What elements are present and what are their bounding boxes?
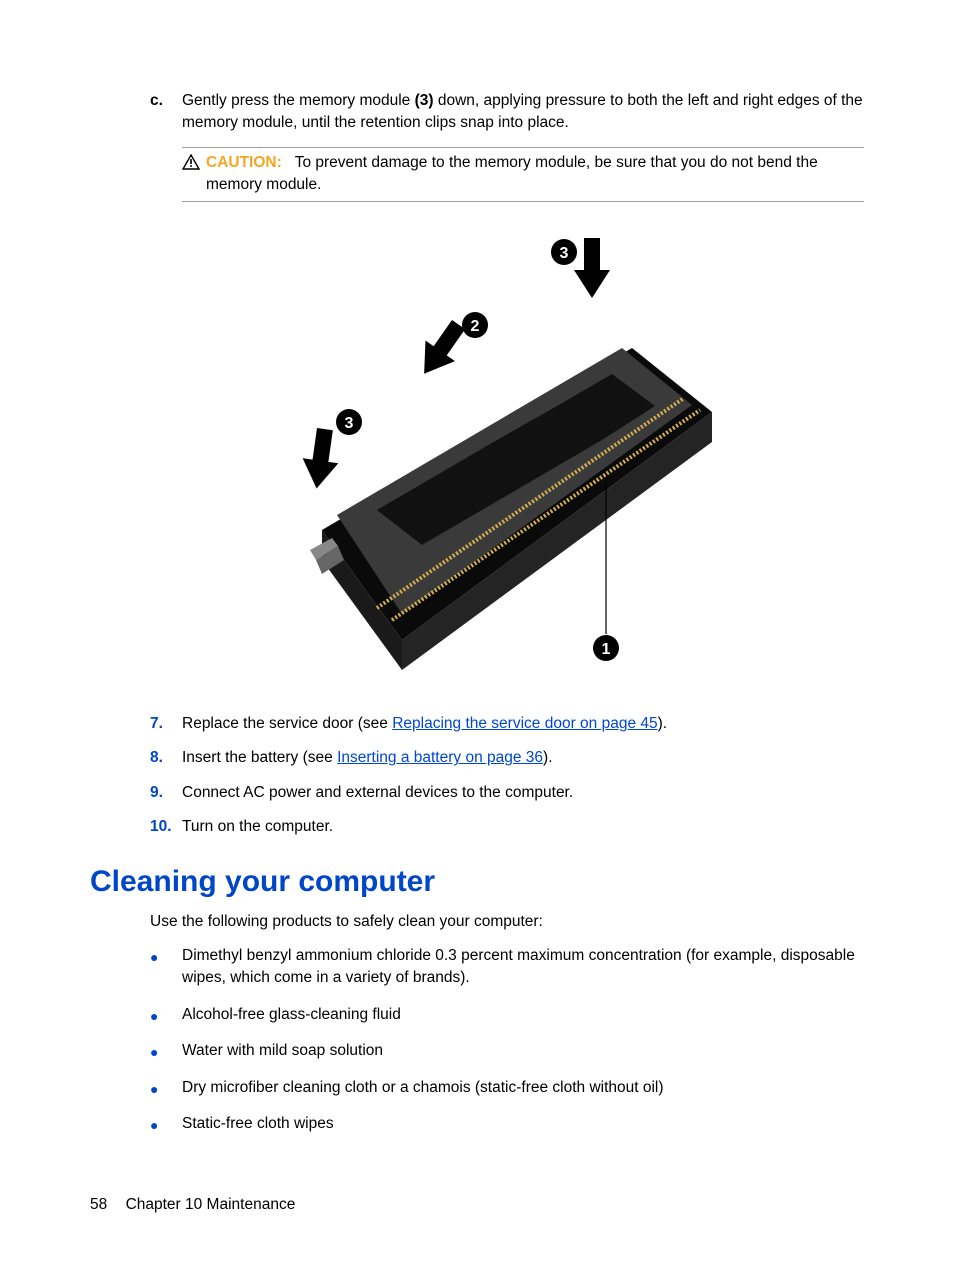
step-text-post: ). — [543, 749, 552, 766]
cross-reference-link[interactable]: Inserting a battery on page 36 — [337, 749, 543, 766]
bullet-marker: ● — [150, 1040, 182, 1062]
page-number: 58 — [90, 1196, 107, 1213]
step-text: Connect AC power and external devices to… — [182, 782, 864, 804]
bullet-item: ●Dry microfiber cleaning cloth or a cham… — [150, 1077, 864, 1099]
bullet-marker: ● — [150, 1113, 182, 1135]
step-row: 10.Turn on the computer. — [150, 816, 864, 838]
step-row: 8.Insert the battery (see Inserting a ba… — [150, 747, 864, 769]
step-text-pre: Turn on the computer. — [182, 818, 333, 835]
caution-text: CAUTION: To prevent damage to the memory… — [206, 152, 864, 197]
bullet-item: ●Dimethyl benzyl ammonium chloride 0.3 p… — [150, 945, 864, 990]
caution-icon — [182, 152, 206, 197]
bullet-list: ●Dimethyl benzyl ammonium chloride 0.3 p… — [150, 945, 864, 1136]
page: c. Gently press the memory module (3) do… — [0, 0, 954, 1270]
bullet-text: Water with mild soap solution — [182, 1040, 383, 1062]
bullet-marker: ● — [150, 1077, 182, 1099]
substep-text: Gently press the memory module (3) down,… — [182, 90, 864, 135]
heading-cleaning: Cleaning your computer — [90, 865, 864, 899]
step-text: Insert the battery (see Inserting a batt… — [182, 747, 864, 769]
step-text-pre: Replace the service door (see — [182, 715, 392, 732]
svg-text:3: 3 — [560, 245, 569, 262]
caution-body: To prevent damage to the memory module, … — [206, 154, 818, 193]
substep-marker: c. — [150, 90, 182, 135]
step-number: 7. — [150, 713, 182, 735]
page-footer: 58 Chapter 10 Maintenance — [90, 1196, 295, 1214]
chapter-label: Chapter 10 Maintenance — [126, 1196, 296, 1213]
content-area: c. Gently press the memory module (3) do… — [150, 90, 864, 1136]
intro-text: Use the following products to safely cle… — [150, 913, 864, 931]
bullet-text: Dry microfiber cleaning cloth or a chamo… — [182, 1077, 664, 1099]
step-text: Turn on the computer. — [182, 816, 864, 838]
step-text-post: ). — [658, 715, 667, 732]
bullet-text: Static-free cloth wipes — [182, 1113, 334, 1135]
step-number: 10. — [150, 816, 182, 838]
substep-c: c. Gently press the memory module (3) do… — [150, 90, 864, 135]
bullet-item: ●Static-free cloth wipes — [150, 1113, 864, 1135]
bullet-text: Alcohol-free glass-cleaning fluid — [182, 1004, 401, 1026]
step-row: 9.Connect AC power and external devices … — [150, 782, 864, 804]
step-text: Replace the service door (see Replacing … — [182, 713, 864, 735]
svg-text:3: 3 — [345, 415, 354, 432]
substep-text-before: Gently press the memory module — [182, 92, 415, 109]
bullet-marker: ● — [150, 945, 182, 990]
step-row: 7.Replace the service door (see Replacin… — [150, 713, 864, 735]
cross-reference-link[interactable]: Replacing the service door on page 45 — [392, 715, 657, 732]
svg-text:1: 1 — [602, 641, 611, 658]
memory-module-figure: 3 2 3 1 — [150, 220, 864, 685]
bullet-marker: ● — [150, 1004, 182, 1026]
step-number: 9. — [150, 782, 182, 804]
svg-text:2: 2 — [471, 318, 480, 335]
numbered-steps: 7.Replace the service door (see Replacin… — [150, 713, 864, 839]
step-text-pre: Insert the battery (see — [182, 749, 337, 766]
bullet-text: Dimethyl benzyl ammonium chloride 0.3 pe… — [182, 945, 864, 990]
step-number: 8. — [150, 747, 182, 769]
bullet-item: ●Alcohol-free glass-cleaning fluid — [150, 1004, 864, 1026]
substep-bold: (3) — [415, 92, 434, 109]
caution-block: CAUTION: To prevent damage to the memory… — [182, 147, 864, 202]
bullet-item: ●Water with mild soap solution — [150, 1040, 864, 1062]
caution-label: CAUTION: — [206, 154, 282, 171]
step-text-pre: Connect AC power and external devices to… — [182, 784, 573, 801]
